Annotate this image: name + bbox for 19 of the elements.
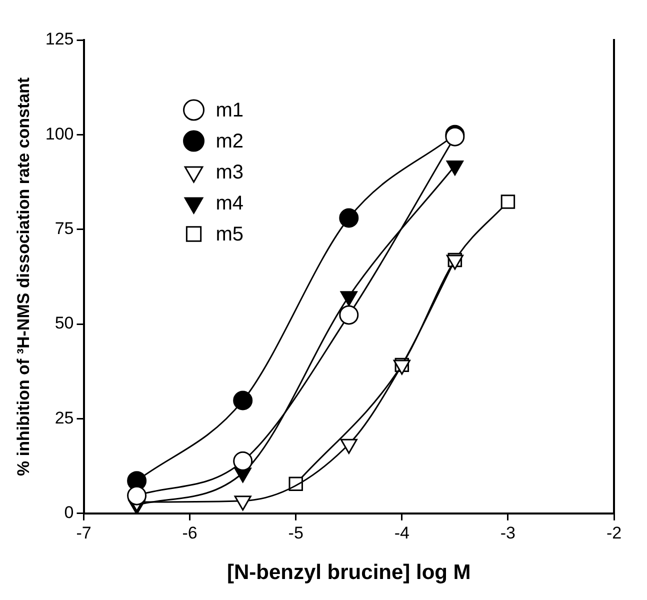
y-tick-label: 125 [45,30,74,49]
x-axis-title: [N-benzyl brucine] log M [226,561,471,584]
legend-label: m2 [216,130,244,153]
y-tick-label: 50 [54,314,74,333]
legend-label: m3 [216,162,244,184]
y-tick-label: 75 [54,219,74,238]
y-tick-label: 0 [64,503,74,522]
y-tick-label: 25 [54,408,74,428]
y-tick-label: 100 [45,124,74,144]
x-tick-label: -2 [606,523,622,542]
x-tick-label: -5 [288,523,304,542]
x-tick-label: -7 [76,523,92,542]
x-tick-label: -3 [500,523,516,542]
legend-label: m5 [216,224,244,246]
x-tick-label: -4 [394,523,410,542]
legend-label: m4 [216,192,244,215]
legend-label: m1 [216,100,244,122]
y-axis-title: % inhibition of ³H-NMS dissociation rate constant [14,77,33,476]
x-tick-label: -6 [182,523,198,542]
